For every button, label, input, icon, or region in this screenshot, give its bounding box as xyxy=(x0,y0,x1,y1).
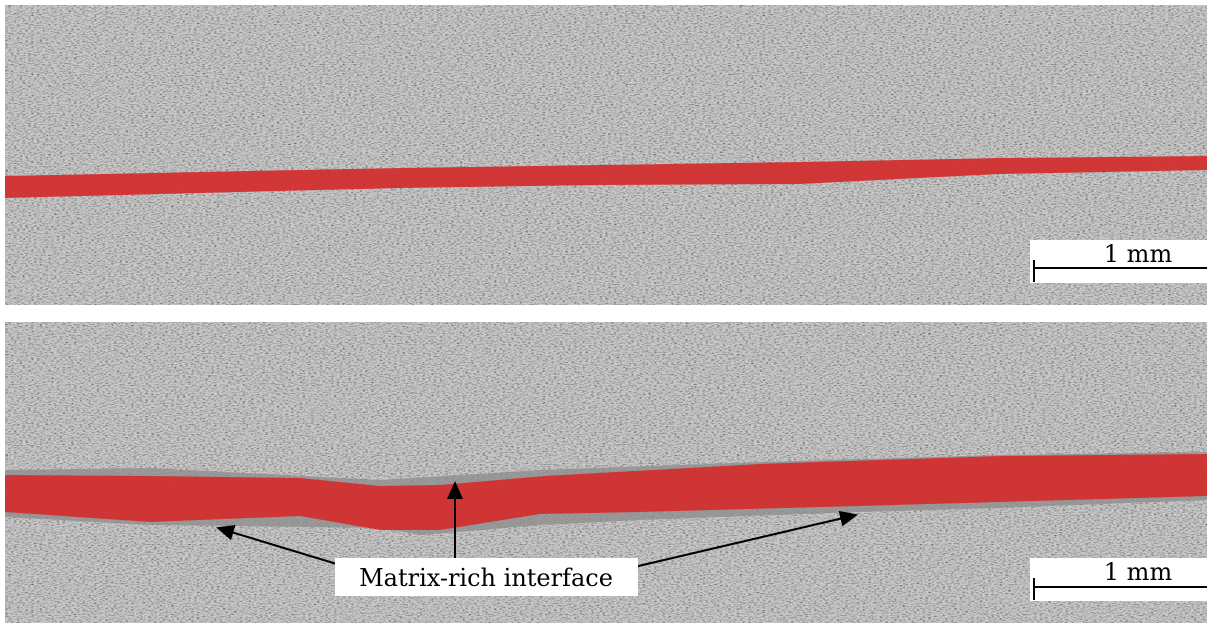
scale-bar: 1 mm xyxy=(1030,240,1207,283)
scale-bar: 1 mm xyxy=(1030,558,1207,601)
scale-label: 1 mm xyxy=(1104,558,1173,586)
figure: 1 mm 1 mm Matrix-rich interface xyxy=(0,0,1207,623)
scale-label: 1 mm xyxy=(1104,240,1173,268)
page: 1 mm 1 mm Matrix-rich interface (() => {… xyxy=(0,0,1207,623)
micrograph-bottom: 1 mm Matrix-rich interface xyxy=(5,322,1207,623)
micrograph-top: 1 mm xyxy=(5,5,1207,305)
annotation-label: Matrix-rich interface xyxy=(359,564,613,592)
